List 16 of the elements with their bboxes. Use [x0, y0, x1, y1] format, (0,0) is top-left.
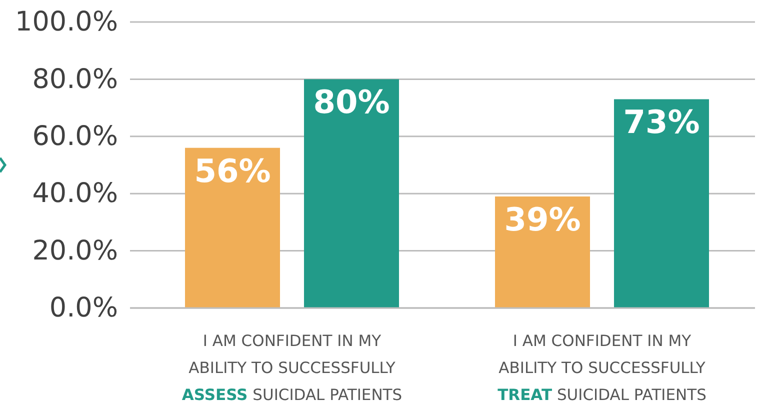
- bar: [185, 148, 280, 308]
- data-label: 56%: [194, 152, 271, 190]
- bar: [304, 79, 399, 308]
- y-tick-label: 60.0%: [32, 121, 118, 152]
- y-tick-label: 80.0%: [32, 64, 118, 95]
- data-label: 39%: [504, 200, 581, 238]
- data-label: 73%: [623, 103, 700, 142]
- bar: [614, 99, 709, 308]
- x-tick-label: I AM CONFIDENT IN MY ABILITY TO SUCCESSFULLY ASSESS SUICIDAL PATIENTS: [182, 332, 402, 404]
- data-label: 80%: [313, 83, 390, 122]
- y-tick-label: 20.0%: [32, 235, 118, 266]
- y-tick-label: 40.0%: [32, 178, 118, 210]
- x-tick-label: I AM CONFIDENT IN MY ABILITY TO SUCCESSFULLY TREAT SUICIDAL PATIENTS: [498, 332, 706, 404]
- y-tick-label: 100.0%: [15, 6, 118, 38]
- y-tick-label: 0.0%: [49, 292, 118, 324]
- bar: [495, 196, 590, 308]
